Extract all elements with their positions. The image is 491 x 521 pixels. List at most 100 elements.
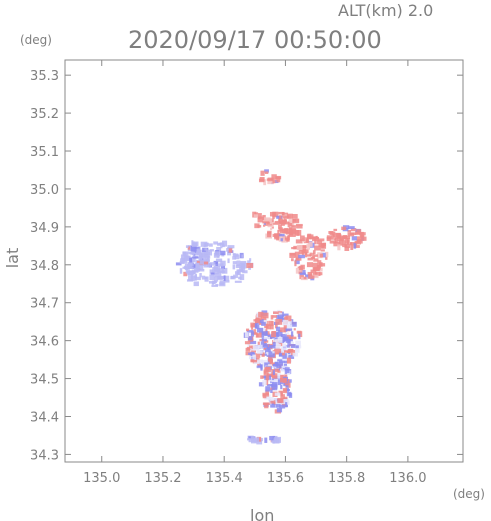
radar-cell-r5: [291, 246, 297, 250]
radar-cell-r2: [256, 365, 263, 368]
radar-cell-r4: [277, 229, 280, 236]
radar-cell-r3: [274, 362, 278, 367]
radar-cell-r5: [312, 236, 320, 240]
radar-cell-r6: [332, 234, 336, 238]
radar-cell-r4: [280, 238, 283, 242]
radar-cell-r5: [303, 237, 309, 244]
radar-cell-r2: [268, 320, 273, 327]
radar-cell-r2: [280, 367, 283, 370]
radar-cell-r1: [187, 262, 193, 269]
radar-cell-r4: [279, 215, 282, 220]
radar-cell-r5: [291, 258, 294, 262]
radar-cell-r2: [293, 328, 296, 331]
radar-cell-r2: [252, 345, 260, 351]
radar-cell-r2: [259, 319, 264, 323]
radar-cell-r5: [313, 267, 320, 271]
radar-cell-r5: [294, 260, 297, 267]
radar-cell-r1: [206, 256, 209, 262]
radar-cell-r2: [276, 312, 281, 315]
radar-cell-r0: [209, 262, 216, 266]
radar-cell-r0: [210, 272, 215, 276]
radar-cell-r2: [261, 331, 268, 336]
radar-cell-r7: [264, 169, 269, 173]
radar-cell-r0: [241, 254, 244, 258]
radar-cell-r2: [258, 344, 263, 349]
radar-cell-r4: [276, 215, 283, 219]
radar-cell-r6: [356, 236, 362, 242]
radar-cell-r0: [247, 260, 251, 265]
radar-cell-r3: [285, 387, 290, 392]
radar-cell-r2: [284, 332, 290, 335]
radar-cell-r3: [287, 378, 290, 383]
radar-cell-r5: [312, 274, 319, 279]
radar-cell-r6: [342, 235, 347, 239]
radar-cell-r8: [253, 214, 258, 218]
radar-cell-r5: [307, 257, 314, 261]
y-ticks: 34.3 34.4 34.5 34.6 34.7 34.8 34.9 35.0 35.1 35.2…: [30, 69, 463, 463]
radar-cell-r3: [277, 373, 282, 379]
radar-cell-r1: [203, 242, 206, 248]
radar-cell-r0: [214, 251, 221, 257]
radar-cell-r2: [272, 351, 275, 354]
radar-cell-r1: [182, 252, 186, 256]
radar-cell-r3: [264, 402, 269, 409]
radar-cell-r0: [217, 268, 224, 274]
radar-cell-r0: [211, 284, 219, 287]
radar-cell-r5: [305, 274, 311, 279]
radar-cell-r6: [347, 229, 352, 233]
radar-cell-r2: [279, 314, 283, 319]
radar-cell-r0: [187, 270, 194, 276]
radar-cell-r0: [215, 283, 219, 286]
radar-cell-r3: [262, 392, 269, 397]
radar-cell-r6: [362, 236, 367, 241]
radar-cell-r3: [280, 377, 287, 383]
radar-cell-r3: [276, 362, 284, 369]
radar-cell-r0: [192, 258, 196, 263]
radar-cell-r1: [188, 251, 196, 255]
radar-cell-r2: [261, 352, 265, 357]
radar-cell-r8: [254, 223, 260, 229]
radar-cell-r3: [284, 383, 290, 386]
radar-cell-r0: [222, 240, 228, 247]
radar-cell-r2: [271, 331, 277, 338]
radar-cell-r2: [283, 350, 290, 353]
radar-cell-r2: [280, 327, 286, 333]
radar-cell-r3: [264, 394, 271, 400]
radar-cell-r5: [304, 251, 308, 256]
radar-cell-r5: [323, 242, 326, 246]
radar-cell-r0: [175, 262, 182, 266]
radar-cell-r2: [261, 318, 268, 324]
radar-cell-r0: [180, 254, 188, 260]
radar-cell-r6: [359, 232, 366, 236]
radar-cell-r6: [351, 236, 358, 241]
radar-cell-r2: [274, 324, 278, 329]
radar-cell-r5: [306, 262, 314, 268]
radar-cell-r0: [216, 255, 220, 258]
radar-cell-r4: [281, 212, 289, 215]
radar-cell-r3: [275, 404, 281, 408]
radar-cell-r1: [195, 262, 199, 268]
radar-cell-r2: [258, 311, 264, 318]
radar-cell-r2: [282, 336, 289, 342]
radar-cell-r0: [194, 273, 197, 278]
radar-cell-r0: [204, 243, 209, 247]
chart-title: 2020/09/17 00:50:00: [128, 26, 382, 54]
y-tick-label: 34.4: [30, 410, 59, 425]
radar-cell-r5: [306, 254, 312, 257]
radar-cell-r0: [201, 275, 206, 280]
radar-cell-r0: [199, 273, 202, 278]
radar-cell-r2: [292, 352, 298, 357]
radar-cell-r0: [193, 253, 196, 257]
radar-cell-r6: [348, 226, 355, 230]
radar-cell-r5: [307, 241, 313, 247]
radar-cell-r2: [281, 352, 285, 356]
radar-cell-r2: [280, 347, 287, 354]
radar-cell-r8: [257, 216, 264, 223]
radar-cell-r1: [193, 267, 200, 272]
radar-cell-r0: [179, 268, 183, 274]
radar-cell-r2: [285, 328, 293, 331]
radar-cell-r2: [265, 330, 268, 335]
radar-cell-r1: [184, 266, 189, 270]
radar-cell-r4: [263, 222, 266, 225]
radar-cell-r2: [270, 315, 274, 320]
